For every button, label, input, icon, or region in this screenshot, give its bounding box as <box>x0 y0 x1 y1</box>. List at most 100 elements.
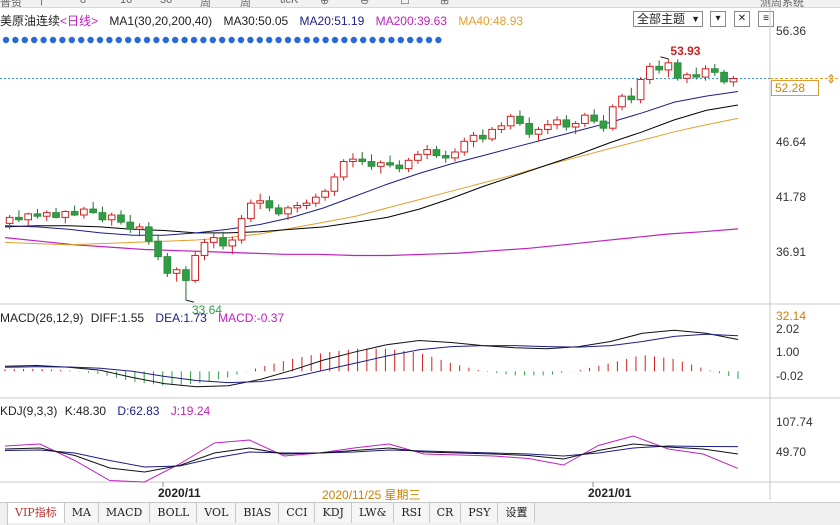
marker-dot <box>190 36 198 44</box>
toolbar-item[interactable]: 测周系统 <box>760 0 804 8</box>
period-label[interactable]: <日线> <box>60 14 99 28</box>
candle-body <box>237 218 246 241</box>
candle-body <box>497 125 506 130</box>
kdj-j: J:19.24 <box>170 404 211 418</box>
marker-dot <box>247 36 254 44</box>
marker-dot <box>256 36 263 44</box>
marker-dot <box>106 36 113 44</box>
candle-body <box>117 214 125 223</box>
toolbar-item[interactable]: ☐ <box>400 0 410 7</box>
toolbar-item[interactable]: | <box>40 0 43 6</box>
kdj-k: K:48.30 <box>64 404 107 418</box>
date-label-right: 2021/01 <box>588 486 632 500</box>
toolbar-item[interactable]: 周 <box>200 0 211 8</box>
candle-body <box>126 221 135 230</box>
settings-icon: ≡ <box>763 13 769 24</box>
kdj-tick: 49.70 <box>776 445 807 459</box>
close-button[interactable]: ✕ <box>734 11 750 27</box>
theme-dropdown-value: 全部主题 <box>637 12 686 26</box>
theme-dropdown[interactable]: 全部主题 ▼ <box>633 11 703 27</box>
indicator-tab[interactable]: BIAS <box>236 503 280 523</box>
candle-body <box>349 158 357 163</box>
top-toolbar: 普资 | 8 10 30 周 周 ticK ⊕ ⊖ ☐ ⊞ 测周系统 <box>0 0 840 8</box>
marker-dot <box>12 36 19 44</box>
marker-dot <box>200 36 207 44</box>
toolbar-item[interactable]: ⊞ <box>440 0 450 7</box>
candle-body <box>15 216 23 221</box>
indicator-tab[interactable]: 设置 <box>498 503 536 523</box>
candle-body <box>311 196 320 204</box>
candle-body <box>720 71 728 83</box>
marker-dot <box>350 36 357 44</box>
candle-body <box>330 176 339 192</box>
toolbar-item[interactable]: 10 <box>120 0 133 6</box>
marker-dot <box>172 36 179 44</box>
candle-body <box>163 256 172 274</box>
indicator-tab[interactable]: MA <box>64 503 99 523</box>
indicator-tab[interactable]: PSY <box>461 503 499 523</box>
price-tick: 32.14 <box>776 309 807 323</box>
candle-body <box>664 62 673 71</box>
current-price-tag: 52.28 <box>771 80 819 96</box>
marker-dot <box>125 36 132 44</box>
indicator-tab[interactable]: MACD <box>98 503 151 523</box>
marker-dot <box>87 36 94 44</box>
candle-body <box>683 74 691 79</box>
macd-tick: 2.02 <box>776 322 800 336</box>
candle-body <box>219 237 227 247</box>
candle-body <box>61 210 70 218</box>
candle-body <box>200 241 209 256</box>
candle-body <box>33 213 42 217</box>
ma200-line <box>4 228 739 257</box>
kdj-k-line <box>4 443 739 473</box>
macd-diff: DIFF:1.55 <box>90 311 145 325</box>
ma40-label: MA40:48.93 <box>458 14 524 28</box>
indicator-tab[interactable]: CR <box>429 503 462 523</box>
indicator-tab[interactable]: VOL <box>197 503 237 523</box>
ma20-label: MA20:51.19 <box>299 14 365 28</box>
indicator-tab[interactable]: LW& <box>351 503 395 523</box>
candle-body <box>571 122 580 128</box>
tabs-scroll-left[interactable] <box>0 503 8 525</box>
toolbar-item[interactable]: 普资 <box>0 0 22 8</box>
marker-dot <box>341 36 348 44</box>
toolbar-item[interactable]: 30 <box>160 0 173 6</box>
candle-body <box>395 164 404 170</box>
candle-body <box>339 161 348 178</box>
toolbar-item[interactable]: ticK <box>280 0 299 6</box>
candle-body <box>265 200 274 209</box>
kdj-j-line <box>4 435 739 483</box>
indicator-tab[interactable]: VIP指标 <box>8 503 65 523</box>
indicator-tab[interactable]: BOLL <box>150 503 198 523</box>
marker-dot <box>153 36 160 44</box>
marker-dot <box>416 36 423 44</box>
candle-body <box>562 119 571 128</box>
candle-body <box>24 213 33 221</box>
candle-body <box>608 106 617 129</box>
indicator-tab[interactable]: CCI <box>279 503 316 523</box>
marker-dot <box>369 36 376 44</box>
marker-dot <box>322 36 329 44</box>
marker-dot <box>425 36 433 44</box>
macd-legend: MACD(26,12,9) DIFF:1.55 DEA:1.73 MACD:-0… <box>0 311 292 327</box>
candle-body <box>618 95 626 108</box>
candle-body <box>414 153 422 161</box>
candle-body <box>52 212 60 218</box>
kdj-tick: 107.74 <box>776 415 813 429</box>
candle-body <box>209 237 218 243</box>
candle-body <box>293 205 302 209</box>
price-tick: 56.36 <box>776 24 807 38</box>
indicator-tab[interactable]: KDJ <box>315 503 352 523</box>
date-label-current: 2020/11/25 星期三 <box>322 488 421 502</box>
toolbar-item[interactable]: 周 <box>240 0 251 8</box>
toolbar-item[interactable]: ⊖ <box>360 0 370 7</box>
candle-body <box>274 207 283 215</box>
candle-body <box>701 68 710 78</box>
expand-button[interactable]: ▾ <box>710 11 726 27</box>
indicator-tab[interactable]: RSI <box>394 503 430 523</box>
toolbar-item[interactable]: ⊕ <box>320 0 330 7</box>
low-pointer <box>185 299 195 303</box>
toolbar-item[interactable]: 8 <box>80 0 87 6</box>
kdj-d: D:62.83 <box>117 404 160 418</box>
